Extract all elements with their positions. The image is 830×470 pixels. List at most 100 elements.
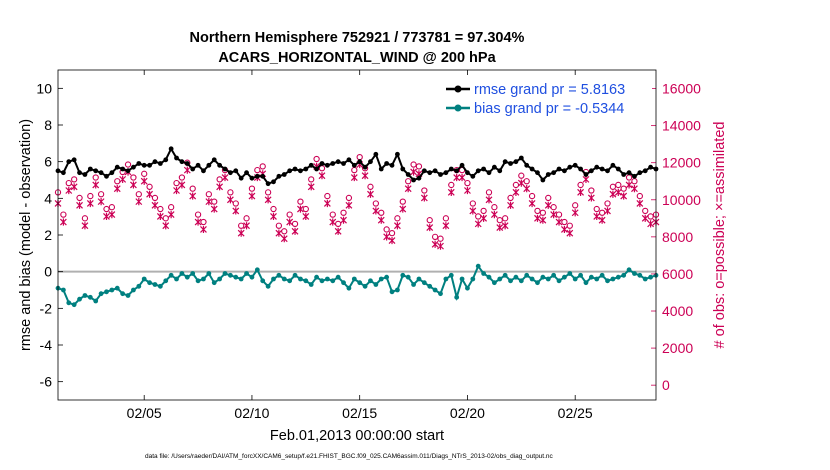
possible-obs-point	[378, 209, 385, 216]
rmse-point	[567, 164, 573, 170]
bias-point	[642, 276, 648, 282]
possible-obs-point	[561, 218, 568, 226]
bias-point	[319, 278, 325, 284]
bias-point	[632, 271, 637, 276]
rmse-point	[93, 168, 99, 174]
bias-point	[416, 276, 422, 282]
rmse-point	[346, 157, 352, 163]
y-tick-label-right: 2000	[662, 340, 693, 356]
possible-obs-point	[426, 217, 433, 224]
bias-point	[66, 300, 72, 306]
possible-obs-point	[528, 192, 536, 200]
y-tick-label-left: 6	[44, 154, 52, 170]
assimilated-obs-point	[566, 229, 574, 237]
possible-obs-point	[259, 163, 266, 170]
assimilated-obs-point	[501, 222, 509, 230]
assimilated-obs-point	[237, 229, 245, 237]
bias-point	[610, 276, 616, 282]
possible-obs-point	[65, 179, 72, 187]
assimilated-obs-point	[345, 201, 353, 209]
assimilated-obs-point	[323, 199, 331, 208]
rmse-point	[136, 161, 142, 166]
rmse-point	[87, 166, 93, 172]
bias-point	[238, 276, 244, 282]
rmse-point	[77, 170, 82, 176]
assimilated-obs-point	[393, 222, 401, 230]
assimilated-obs-point	[512, 188, 520, 196]
assimilated-obs-point	[129, 181, 137, 189]
y-tick-label-right: 6000	[662, 266, 693, 282]
assimilated-obs-point	[248, 192, 256, 200]
assimilated-obs-point	[464, 186, 471, 195]
legend-rmse-marker	[454, 85, 462, 93]
possible-obs-point	[146, 183, 153, 190]
assimilated-obs-point	[307, 183, 315, 191]
possible-obs-point	[367, 183, 374, 190]
assimilated-obs-point	[162, 222, 170, 230]
bias-point	[292, 272, 298, 278]
rmse-point	[578, 166, 583, 172]
assimilated-obs-point	[609, 190, 617, 198]
possible-obs-point	[162, 215, 169, 222]
possible-obs-point	[211, 198, 218, 205]
assimilated-obs-point	[534, 214, 541, 222]
possible-obs-point	[329, 211, 336, 218]
possible-obs-point	[410, 161, 417, 168]
rmse-point	[491, 164, 497, 170]
possible-obs-point	[334, 220, 342, 228]
bias-point	[125, 293, 131, 298]
possible-obs-point	[270, 205, 277, 213]
assimilated-obs-point	[216, 183, 224, 191]
assimilated-obs-point	[496, 223, 504, 232]
possible-obs-point	[647, 213, 654, 220]
assimilated-obs-point	[146, 190, 154, 198]
assimilated-obs-point	[210, 205, 218, 213]
assimilated-obs-point	[453, 173, 461, 182]
possible-obs-point	[507, 194, 514, 202]
rmse-point	[227, 170, 233, 176]
rmse-point	[281, 172, 287, 177]
bias-point	[82, 293, 88, 298]
assimilated-obs-point	[103, 212, 110, 221]
bias-point	[163, 278, 169, 284]
possible-obs-point	[496, 217, 503, 224]
bias-point	[373, 282, 379, 287]
possible-obs-point	[248, 185, 256, 192]
assimilated-obs-point	[189, 192, 197, 200]
assimilated-obs-point	[97, 198, 105, 206]
plot-area	[58, 70, 656, 400]
bias-point	[432, 287, 438, 293]
possible-obs-point	[598, 209, 606, 216]
assimilated-obs-point	[420, 194, 428, 202]
bias-point	[222, 271, 228, 276]
possible-obs-point	[604, 200, 611, 207]
possible-obs-point	[135, 191, 142, 198]
rmse-point	[211, 157, 217, 163]
possible-obs-point	[275, 222, 283, 229]
rmse-point	[168, 146, 174, 152]
assimilated-obs-point	[108, 211, 116, 219]
rmse-point	[572, 162, 578, 168]
assimilated-obs-point	[318, 172, 326, 180]
bias-point	[233, 274, 239, 280]
bias-point	[249, 274, 255, 280]
possible-obs-point	[205, 191, 212, 198]
rmse-point	[157, 161, 163, 166]
possible-obs-point	[97, 191, 105, 198]
assimilated-obs-point	[480, 214, 488, 222]
rmse-point	[637, 170, 643, 176]
assimilated-obs-point	[140, 177, 148, 185]
bias-point	[481, 271, 487, 276]
assimilated-obs-point	[555, 218, 563, 226]
assimilated-obs-point	[221, 173, 229, 182]
assimilated-obs-point	[280, 235, 288, 243]
assimilated-obs-point	[297, 205, 304, 213]
possible-obs-point	[588, 187, 595, 194]
possible-obs-point	[448, 181, 455, 189]
rmse-point	[271, 179, 276, 185]
assimilated-obs-point	[264, 196, 272, 204]
assimilated-obs-point	[431, 240, 439, 248]
possible-obs-point	[405, 178, 412, 185]
bias-point	[486, 274, 492, 280]
assimilated-obs-point	[65, 186, 73, 195]
